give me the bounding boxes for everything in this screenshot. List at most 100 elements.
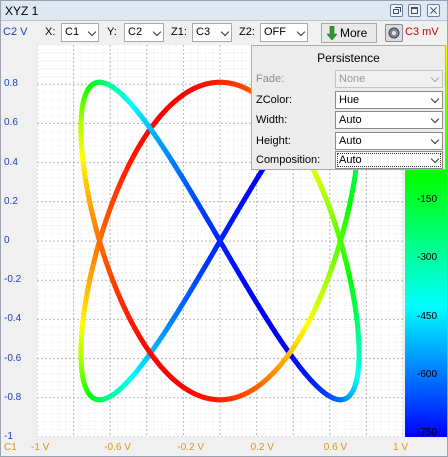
zcolor-value: Hue bbox=[339, 94, 360, 106]
color-scale-band bbox=[405, 191, 447, 193]
x-tick-label: 0.6 V bbox=[323, 442, 348, 453]
composition-label: Composition: bbox=[256, 154, 321, 166]
color-scale-band bbox=[405, 384, 447, 386]
z2-source-select[interactable]: OFF bbox=[260, 23, 308, 42]
color-scale-band bbox=[405, 298, 447, 300]
color-scale-band bbox=[405, 257, 447, 259]
fade-label: Fade: bbox=[256, 73, 285, 85]
color-scale-band bbox=[405, 344, 447, 346]
color-scale-band bbox=[405, 366, 447, 368]
color-scale-band bbox=[405, 183, 447, 185]
color-scale-band bbox=[405, 228, 447, 230]
color-scale-band bbox=[405, 361, 447, 363]
color-scale-band bbox=[405, 296, 447, 298]
z-channel-unit: C3 mV bbox=[405, 26, 439, 38]
height-select[interactable]: Auto bbox=[335, 132, 443, 150]
composition-select[interactable]: Auto bbox=[335, 151, 443, 169]
color-scale-band bbox=[405, 433, 447, 435]
color-scale-band bbox=[405, 244, 447, 246]
color-scale-band bbox=[405, 291, 447, 293]
color-scale-band bbox=[405, 275, 447, 277]
color-scale-band bbox=[405, 292, 447, 294]
color-scale-band bbox=[405, 307, 447, 309]
x-source-select[interactable]: C1 bbox=[61, 23, 99, 42]
color-scale-band bbox=[405, 250, 447, 252]
color-scale-band bbox=[405, 285, 447, 287]
color-scale-band bbox=[405, 186, 447, 188]
color-scale-band bbox=[405, 170, 447, 172]
y-source-select[interactable]: C2 bbox=[124, 23, 164, 42]
z1-source-select[interactable]: C3 bbox=[192, 23, 232, 42]
color-scale-band bbox=[405, 308, 447, 310]
color-scale-band bbox=[405, 321, 447, 323]
settings-icon[interactable] bbox=[385, 24, 403, 42]
color-scale-band bbox=[405, 284, 447, 286]
color-scale-band bbox=[405, 414, 447, 416]
color-scale-band bbox=[405, 224, 447, 226]
color-scale-band bbox=[405, 405, 447, 407]
width-select[interactable]: Auto bbox=[335, 111, 443, 129]
close-icon[interactable] bbox=[427, 4, 440, 17]
color-scale-band bbox=[405, 175, 447, 177]
color-scale-band bbox=[405, 387, 447, 389]
color-scale-band bbox=[405, 309, 447, 311]
maximize-icon[interactable] bbox=[408, 4, 421, 17]
color-scale-band bbox=[405, 299, 447, 301]
color-scale-band bbox=[405, 202, 447, 204]
color-scale-band bbox=[405, 266, 447, 268]
color-scale-band bbox=[405, 270, 447, 272]
color-scale-band bbox=[405, 238, 447, 240]
color-scale-band bbox=[405, 419, 447, 421]
z2-source-label: Z2: bbox=[239, 26, 255, 38]
color-scale-band bbox=[405, 363, 447, 365]
color-scale-band bbox=[405, 215, 447, 217]
y-tick-label: 0 bbox=[4, 235, 10, 246]
color-scale-band bbox=[405, 345, 447, 347]
color-scale-band bbox=[405, 235, 447, 237]
color-scale-band bbox=[405, 281, 447, 283]
restore-icon[interactable] bbox=[390, 4, 403, 17]
y-source-value: C2 bbox=[128, 26, 143, 38]
color-scale-band bbox=[405, 422, 447, 424]
color-scale-band bbox=[405, 315, 447, 317]
color-scale-band bbox=[405, 430, 447, 432]
color-scale-band bbox=[405, 198, 447, 200]
color-scale-band bbox=[405, 280, 447, 282]
color-scale-band bbox=[405, 289, 447, 291]
color-scale-band bbox=[405, 428, 447, 430]
zcolor-select[interactable]: Hue bbox=[335, 91, 443, 109]
height-value: Auto bbox=[339, 135, 362, 147]
color-scale-band bbox=[405, 398, 447, 400]
color-scale-band bbox=[405, 346, 447, 348]
x-source-value: C1 bbox=[65, 26, 80, 38]
color-scale-band bbox=[405, 209, 447, 211]
color-scale-band bbox=[405, 306, 447, 308]
color-scale-band bbox=[405, 301, 447, 303]
title-bar: XYZ 1 bbox=[1, 1, 447, 21]
color-scale-band bbox=[405, 286, 447, 288]
color-scale-band bbox=[405, 369, 447, 371]
height-label: Height: bbox=[256, 135, 291, 147]
color-scale-band bbox=[405, 339, 447, 341]
color-scale-band bbox=[405, 218, 447, 220]
y-tick-label: -0.4 bbox=[4, 313, 22, 325]
fade-select[interactable]: None bbox=[335, 70, 443, 88]
width-label: Width: bbox=[256, 114, 288, 126]
color-scale-band bbox=[405, 245, 447, 247]
color-scale-band bbox=[405, 358, 447, 360]
more-button[interactable]: More bbox=[321, 23, 377, 43]
color-scale-band bbox=[405, 331, 447, 333]
color-scale-band bbox=[405, 230, 447, 232]
color-scale-band bbox=[405, 399, 447, 401]
color-scale-band bbox=[405, 274, 447, 276]
color-scale-band bbox=[405, 312, 447, 314]
toolbar: C2 V X: C1 Y: C2 Z1: C3 Z2: OFF More bbox=[1, 22, 447, 45]
color-scale-band bbox=[405, 386, 447, 388]
color-scale-band bbox=[405, 311, 447, 313]
color-scale-band bbox=[405, 336, 447, 338]
y-tick-label: -0.6 bbox=[4, 352, 22, 364]
color-scale-band bbox=[405, 184, 447, 186]
color-scale-band bbox=[405, 251, 447, 253]
color-scale-band bbox=[405, 303, 447, 305]
color-scale-band bbox=[405, 425, 447, 427]
